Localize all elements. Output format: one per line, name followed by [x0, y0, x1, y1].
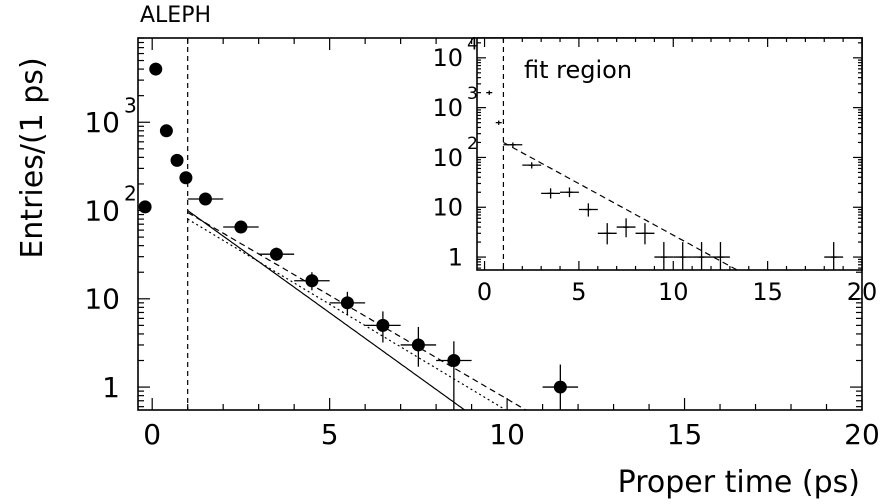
main-y-tick-label: 1 — [102, 371, 120, 404]
main-data-point — [340, 296, 354, 310]
inset-y-tick-label: 1 — [448, 243, 463, 271]
main-points — [138, 62, 579, 410]
main-fit-curve-solid — [187, 210, 466, 410]
main-x-tick-label: 10 — [489, 418, 525, 451]
inset-background — [477, 38, 862, 270]
inset-points — [486, 90, 844, 270]
main-data-point — [447, 354, 461, 368]
inset-y-tick-label: 10 — [432, 94, 463, 122]
inset-frame — [476, 37, 863, 271]
main-fit-curve-dotted — [187, 218, 507, 410]
inset-x-tick-label: 0 — [477, 278, 492, 306]
inset-y-tick-label: 10 — [432, 194, 463, 222]
main-data-point — [376, 318, 390, 332]
main-x-tick-label: 20 — [844, 418, 880, 451]
main-x-tick-label: 15 — [667, 418, 703, 451]
main-data-point — [198, 192, 212, 206]
inset-x-tick-label: 10 — [658, 278, 689, 306]
inset-y-tick-exponent: 2 — [467, 134, 478, 154]
inset-y-tick-exponent: 4 — [467, 34, 478, 54]
main-data-point — [159, 124, 173, 138]
main-y-tick-label: 10 — [84, 106, 120, 139]
inset-y-tick-label: 10 — [432, 44, 463, 72]
main-data-point — [234, 220, 248, 234]
main-data-point — [179, 171, 193, 185]
main-y-tick-label: 10 — [84, 194, 120, 227]
inset-x-tick-label: 15 — [752, 278, 783, 306]
main-y-tick-exponent: 2 — [124, 182, 137, 206]
inset-y-tick-exponent: 3 — [467, 84, 478, 104]
main-data-point — [305, 274, 319, 288]
main-data-point — [269, 247, 283, 261]
inset-x-tick-label: 20 — [847, 278, 878, 306]
x-axis-label: Proper time (ps) — [618, 465, 860, 500]
main-y-tick-exponent: 3 — [124, 93, 137, 117]
inset-x-tick-label: 5 — [571, 278, 586, 306]
chart-title: ALEPH — [140, 3, 211, 28]
main-data-point — [170, 153, 184, 167]
main-data-point — [149, 62, 163, 76]
main-data-point — [411, 338, 425, 352]
y-axis-label: Entries/(1 ps) — [15, 57, 50, 258]
main-data-point — [553, 380, 567, 394]
main-data-point — [138, 200, 152, 214]
inset-y-tick-label: 10 — [432, 144, 463, 172]
fit-region-annotation: fit region — [524, 56, 632, 84]
main-x-tick-label: 5 — [321, 418, 339, 451]
main-x-tick-label: 0 — [143, 418, 161, 451]
main-y-tick-label: 10 — [84, 283, 120, 316]
